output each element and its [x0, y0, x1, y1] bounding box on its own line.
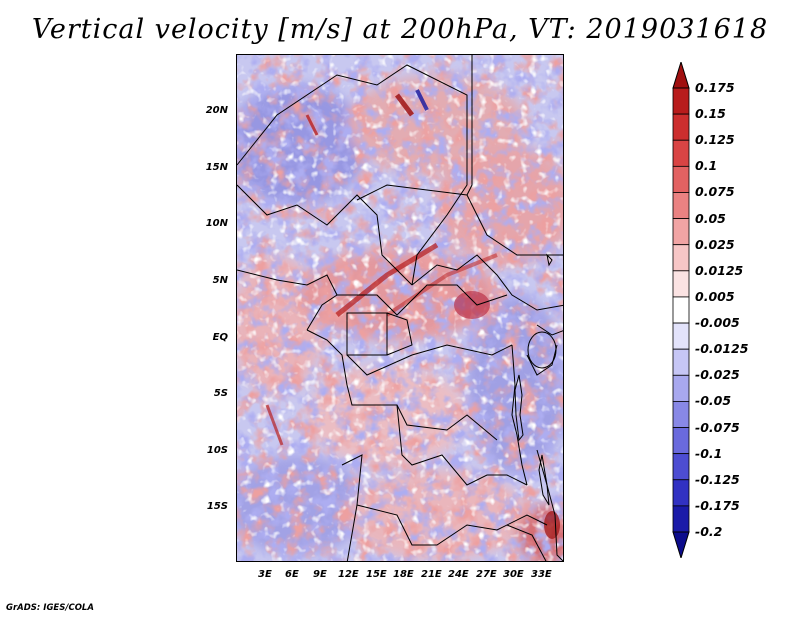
lon-label: 9E	[313, 569, 327, 580]
lat-label: EQ	[212, 332, 228, 343]
lon-label: 3E	[258, 569, 272, 580]
colorbar-label: 0.0125	[695, 262, 744, 278]
lon-label: 27E	[476, 569, 497, 580]
colorbar-label: -0.005	[695, 315, 740, 331]
colorbar-cell	[672, 139, 690, 167]
colorbar-cell	[672, 401, 690, 428]
colorbar-label: 0.125	[695, 132, 735, 148]
lat-label: 15N	[205, 162, 228, 173]
colorbar-label: -0.025	[695, 367, 740, 383]
colorbar-label: 0.005	[695, 288, 735, 304]
colorbar	[672, 62, 690, 558]
colorbar-label: 0.15	[695, 106, 726, 122]
colorbar-top-arrow	[672, 62, 690, 89]
lon-label: 33E	[531, 569, 552, 580]
lon-label: 30E	[503, 569, 524, 580]
colorbar-label: -0.1	[695, 445, 723, 461]
colorbar-cell	[672, 453, 690, 481]
colorbar-cell	[672, 87, 690, 115]
colorbar-cell	[672, 479, 690, 507]
vertical-velocity-field	[237, 55, 563, 561]
colorbar-cell	[672, 244, 690, 272]
colorbar-cell	[672, 113, 690, 141]
lon-label: 12E	[338, 569, 359, 580]
colorbar-label: -0.175	[695, 497, 740, 513]
country-borders	[237, 55, 563, 561]
map-title: Vertical velocity [m/s] at 200hPa, VT: 2…	[31, 14, 769, 45]
colorbar-label: 0.05	[695, 210, 726, 226]
colorbar-cell	[672, 348, 690, 376]
credit-text: GrADS: IGES/COLA	[6, 603, 94, 613]
colorbar-label: -0.2	[695, 524, 723, 539]
colorbar-label: -0.0125	[695, 341, 749, 357]
colorbar-label: 0.175	[695, 80, 735, 95]
lon-label: 18E	[393, 569, 414, 580]
map-panel	[236, 54, 564, 562]
colorbar-cell	[672, 192, 690, 219]
colorbar-cell	[672, 505, 690, 533]
lat-label: 15S	[206, 501, 228, 512]
colorbar-label: -0.075	[695, 419, 740, 435]
lat-label: 10S	[206, 445, 228, 456]
colorbar-bottom-arrow	[672, 531, 690, 558]
lat-label: 5N	[212, 275, 228, 286]
colorbar-cell	[672, 218, 690, 246]
lon-label: 21E	[421, 569, 442, 580]
colorbar-cell	[672, 374, 690, 402]
colorbar-label: 0.025	[695, 236, 735, 252]
lon-label: 15E	[366, 569, 387, 580]
colorbar-cell	[672, 165, 690, 193]
colorbar-label: -0.125	[695, 471, 740, 487]
colorbar-cell	[672, 270, 690, 298]
strong-updraft-streaks	[265, 89, 560, 539]
colorbar-cell	[672, 322, 690, 350]
lakes	[514, 253, 557, 506]
colorbar-label: 0.1	[695, 158, 718, 174]
colorbar-cell	[672, 296, 690, 324]
lat-label: 20N	[205, 105, 228, 116]
colorbar-label: 0.075	[695, 184, 735, 200]
lat-label: 10N	[205, 218, 228, 229]
lat-label: 5S	[213, 388, 228, 399]
colorbar-label: -0.05	[695, 393, 732, 409]
lon-label: 6E	[285, 569, 299, 580]
lon-label: 24E	[448, 569, 469, 580]
colorbar-cell	[672, 427, 690, 455]
